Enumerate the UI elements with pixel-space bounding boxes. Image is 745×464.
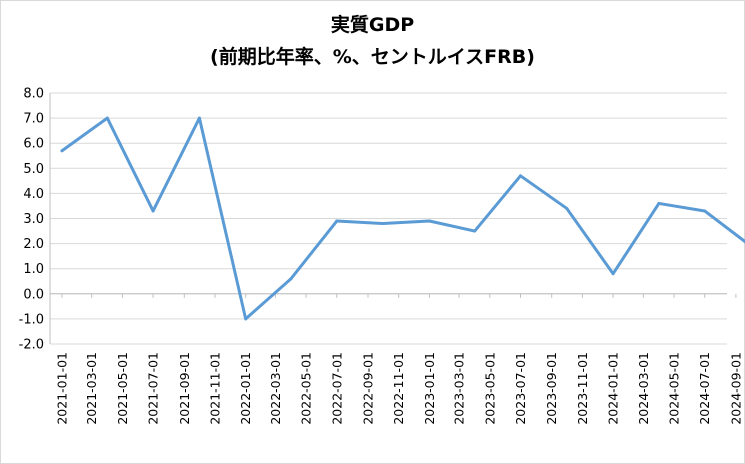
x-tick-label: 2024-01-01 [606, 352, 621, 425]
x-tick-label: 2021-07-01 [146, 352, 161, 425]
x-tick-label: 2022-05-01 [299, 352, 314, 425]
x-tick-label: 2023-11-01 [575, 352, 590, 425]
x-tick-label: 2021-05-01 [115, 352, 130, 425]
x-tick-label: 2021-01-01 [55, 352, 70, 425]
series-line [60, 116, 745, 321]
y-tick-label: 5.0 [23, 162, 44, 177]
data-point [381, 222, 385, 226]
x-tick-label: 2023-09-01 [544, 352, 559, 425]
x-tick-label: 2023-03-01 [452, 352, 467, 425]
y-tick-label: 1.0 [23, 262, 44, 277]
x-tick-label: 2021-11-01 [208, 352, 223, 425]
x-tick-label: 2021-09-01 [177, 352, 192, 425]
data-point [105, 116, 109, 120]
x-tick-label: 2022-09-01 [361, 352, 376, 425]
data-point [335, 219, 339, 223]
x-tick-label: 2022-11-01 [391, 352, 406, 425]
y-tick-label: 0.0 [23, 287, 44, 302]
y-tick-label: 3.0 [23, 212, 44, 227]
y-tick-label: 8.0 [23, 87, 44, 102]
data-point [197, 116, 201, 120]
chart-title: 実質GDP [330, 14, 415, 36]
x-tick-label: 2021-03-01 [84, 352, 99, 425]
y-tick-label: -1.0 [19, 312, 44, 327]
y-tick-label: 6.0 [23, 137, 44, 152]
x-tick-label: 2024-05-01 [667, 352, 682, 425]
x-tick-label: 2024-09-01 [728, 352, 743, 425]
x-tick-label: 2023-07-01 [513, 352, 528, 425]
x-tick-label: 2024-03-01 [636, 352, 651, 425]
data-point [565, 206, 569, 210]
y-tick-label: -2.0 [19, 338, 44, 353]
data-point [473, 229, 477, 233]
y-tick-label: 4.0 [23, 187, 44, 202]
y-tick-label: 2.0 [23, 237, 44, 252]
data-point [657, 201, 661, 205]
data-point [703, 209, 707, 213]
x-tick-label: 2023-01-01 [422, 352, 437, 425]
data-point [289, 277, 293, 281]
y-tick-label: 7.0 [23, 112, 44, 127]
chart-subtitle: (前期比年率、%、セントルイスFRB) [210, 46, 535, 68]
x-tick-label: 2022-07-01 [329, 352, 344, 425]
x-tick-label: 2023-05-01 [482, 352, 497, 425]
data-point [60, 149, 64, 153]
x-tick-label: 2024-07-01 [697, 352, 712, 425]
x-tick-label: 2022-01-01 [238, 352, 253, 425]
data-point [611, 272, 615, 276]
data-point [427, 219, 431, 223]
data-point [151, 209, 155, 213]
data-point [244, 317, 248, 321]
data-point [518, 174, 522, 178]
x-tick-label: 2022-03-01 [268, 352, 283, 425]
